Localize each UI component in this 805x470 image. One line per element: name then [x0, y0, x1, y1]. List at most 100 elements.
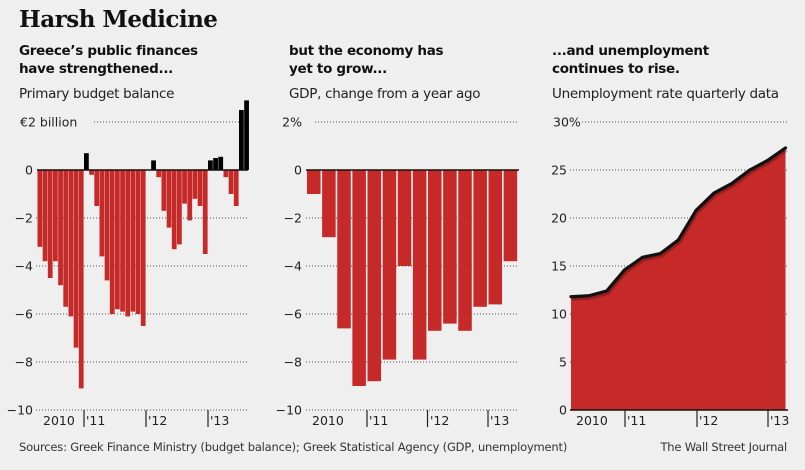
y-tick-label: 0 — [294, 163, 302, 178]
panel-1-headline: Greece’s public finances have strengthen… — [19, 42, 198, 78]
bar — [37, 170, 43, 247]
bar — [177, 170, 182, 245]
y-tick-label: −10 — [276, 403, 302, 418]
bar — [156, 170, 162, 178]
x-tick-label: '13 — [770, 413, 789, 428]
panel-3-headline: ...and unemployment continues to rise. — [552, 42, 709, 78]
y-tick-label: −2 — [284, 211, 302, 226]
x-tick-label: 2010 — [312, 413, 344, 428]
y-tick-label: 2% — [282, 115, 302, 130]
bar — [84, 153, 89, 170]
bar — [443, 170, 457, 324]
bar — [151, 160, 156, 170]
bar — [322, 170, 336, 238]
bar — [337, 170, 351, 329]
x-tick-label: '13 — [210, 413, 229, 428]
bar — [58, 170, 63, 286]
bar — [239, 110, 244, 170]
bar — [99, 170, 105, 257]
bar — [42, 170, 48, 262]
bar — [94, 170, 100, 206]
bar — [135, 170, 141, 314]
bar — [115, 170, 120, 310]
panel-2-headline: but the economy has yet to grow... — [289, 42, 444, 78]
bar — [428, 170, 442, 331]
bar — [104, 170, 110, 281]
y-tick-label: €2 billion — [20, 115, 77, 130]
unemployment-chart: 30% 25 20 15 10 5 0 2010 '11 '12 '13 — [551, 115, 789, 429]
bar — [382, 170, 397, 360]
bar — [503, 170, 518, 262]
bar — [166, 170, 172, 228]
y-tick-label: 5 — [559, 355, 567, 370]
bar — [202, 170, 208, 254]
y-tick-label: −2 — [15, 211, 33, 226]
x-tick-label: '11 — [627, 413, 646, 428]
bar — [120, 170, 125, 312]
area-fill — [571, 147, 786, 411]
panel-1-subtitle: Primary budget balance — [19, 86, 175, 102]
bar — [130, 170, 136, 312]
y-tick-label: −4 — [15, 259, 33, 274]
panel-1-headline-line-2: have strengthened... — [19, 61, 173, 77]
bar — [367, 170, 382, 382]
bar — [473, 170, 487, 307]
x-tick-label: '12 — [430, 413, 449, 428]
bar — [458, 170, 472, 331]
y-tick-label: 10 — [551, 307, 567, 322]
bar — [47, 170, 53, 278]
y-tick-label: 30% — [553, 115, 581, 130]
y-tick-label: 20 — [551, 211, 567, 226]
bar — [397, 170, 412, 266]
y-tick-label: −8 — [15, 355, 33, 370]
bar — [218, 156, 224, 170]
y-tick-label: −8 — [284, 355, 302, 370]
y-tick-label: 0 — [25, 163, 33, 178]
y-tick-label: −6 — [284, 307, 302, 322]
bar — [63, 170, 69, 307]
bar — [244, 100, 249, 170]
bar — [53, 170, 58, 262]
panel-1-headline-line-1: Greece’s public finances — [19, 43, 198, 59]
panel-3-subtitle: Unemployment rate quarterly data — [552, 86, 779, 102]
bar — [171, 170, 177, 250]
bar — [187, 170, 193, 221]
budget-balance-chart: €2 billion 0 −2 −4 −6 −8 −10 2010 '11 '12 '13 — [7, 100, 249, 428]
bar — [488, 170, 503, 305]
bar — [89, 170, 94, 175]
bar — [78, 170, 84, 389]
y-tick-label: −10 — [7, 403, 33, 418]
bar — [109, 170, 115, 314]
bar — [140, 170, 146, 326]
bar — [223, 170, 229, 178]
credit-note: The Wall Street Journal — [660, 440, 787, 454]
bar — [228, 170, 234, 194]
x-tick-label: '12 — [148, 413, 167, 428]
line-shadow — [571, 148, 788, 301]
bar — [182, 170, 187, 204]
bar — [208, 160, 213, 170]
x-tick-label: 2010 — [576, 413, 608, 428]
bar — [352, 170, 366, 386]
bar — [192, 170, 198, 199]
bar — [68, 170, 74, 317]
x-tick-label: '12 — [699, 413, 718, 428]
bar — [233, 170, 239, 206]
panel-3-headline-line-1: ...and unemployment — [552, 43, 709, 59]
y-tick-label: −4 — [284, 259, 302, 274]
y-tick-label: −6 — [15, 307, 33, 322]
bar — [213, 158, 218, 170]
panel-3-headline-line-2: continues to rise. — [552, 61, 680, 77]
panel-2-subtitle: GDP, change from a year ago — [289, 86, 481, 102]
x-tick-label: '11 — [369, 413, 388, 428]
x-tick-label: '11 — [86, 413, 105, 428]
y-tick-label: 25 — [551, 163, 567, 178]
bar — [412, 170, 427, 360]
x-tick-label: '13 — [490, 413, 509, 428]
bar — [125, 170, 131, 317]
gdp-chart: 2% 0 −2 −4 −6 −8 −10 2010 '11 '12 '13 — [276, 115, 519, 428]
panel-2-headline-line-1: but the economy has — [289, 43, 444, 59]
bar — [307, 170, 321, 194]
bar — [197, 170, 203, 206]
